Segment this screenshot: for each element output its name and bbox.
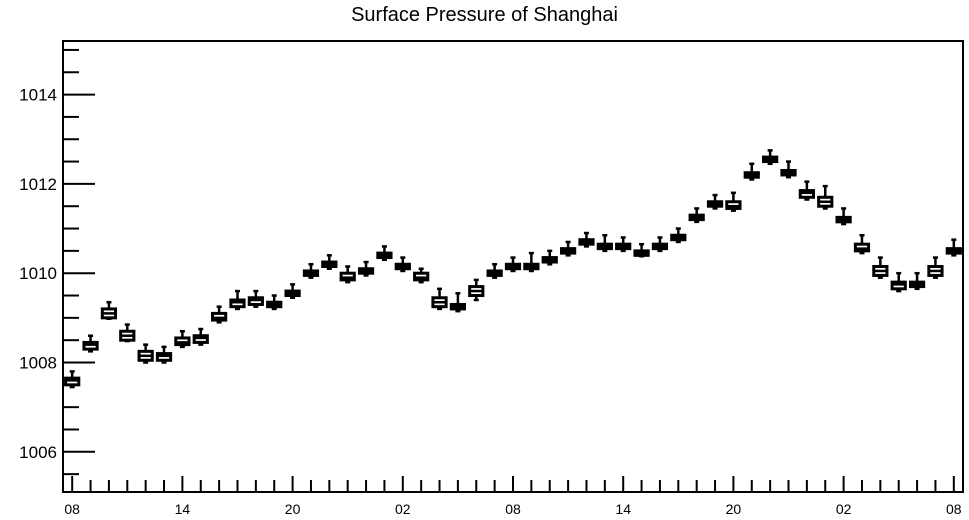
box-33 xyxy=(651,236,669,253)
x-tick-label: 20 xyxy=(285,501,301,517)
box-40 xyxy=(780,160,797,179)
box-42 xyxy=(817,184,834,210)
box-34 xyxy=(670,227,687,244)
box-19 xyxy=(394,256,411,273)
y-tick-label: 1012 xyxy=(19,175,57,194)
box-13 xyxy=(284,283,301,300)
box-8 xyxy=(192,327,209,346)
box-46 xyxy=(890,271,907,293)
box-24 xyxy=(486,263,503,279)
box-32 xyxy=(633,242,650,258)
box-1 xyxy=(64,370,81,389)
box-3 xyxy=(100,300,118,320)
box-5 xyxy=(137,343,154,364)
box-36 xyxy=(706,193,724,210)
box-9 xyxy=(211,305,228,324)
x-tick-label: 20 xyxy=(726,501,742,517)
box-49 xyxy=(945,238,962,257)
box-12 xyxy=(266,294,283,311)
box-25 xyxy=(504,256,522,273)
x-tick-label: 08 xyxy=(946,501,962,517)
x-tick-label: 02 xyxy=(836,501,852,517)
box-29 xyxy=(578,231,595,248)
box-2 xyxy=(82,334,99,353)
y-tick-label: 1010 xyxy=(19,264,57,283)
box-48 xyxy=(927,256,944,279)
box-23 xyxy=(468,278,485,302)
box-31 xyxy=(615,236,632,253)
box-41 xyxy=(798,180,815,201)
box-18 xyxy=(376,245,393,262)
box-14 xyxy=(302,263,320,279)
box-44 xyxy=(853,233,871,255)
box-26 xyxy=(523,251,540,273)
box-39 xyxy=(762,149,779,166)
chart-title: Surface Pressure of Shanghai xyxy=(351,4,618,26)
x-tick-label: 02 xyxy=(395,501,411,517)
x-tick-label: 14 xyxy=(615,501,631,517)
box-15 xyxy=(321,254,338,270)
box-28 xyxy=(559,240,577,257)
box-6 xyxy=(155,345,173,364)
box-17 xyxy=(357,260,375,277)
box-11 xyxy=(247,289,264,308)
x-tick-label: 08 xyxy=(505,501,521,517)
box-21 xyxy=(431,287,448,311)
box-16 xyxy=(339,265,356,284)
y-tick-label: 1006 xyxy=(19,443,57,462)
box-27 xyxy=(541,249,558,266)
box-7 xyxy=(174,329,191,349)
box-38 xyxy=(743,162,760,181)
box-30 xyxy=(596,233,613,253)
y-tick-label: 1008 xyxy=(19,354,57,373)
x-tick-label: 08 xyxy=(64,501,80,517)
y-tick-label: 1014 xyxy=(19,86,57,105)
box-22 xyxy=(449,292,467,313)
x-tick-label: 14 xyxy=(175,501,191,517)
box-20 xyxy=(413,267,430,284)
box-47 xyxy=(908,271,926,291)
box-45 xyxy=(872,256,889,279)
box-35 xyxy=(688,207,705,224)
box-4 xyxy=(119,323,136,343)
box-43 xyxy=(835,207,852,226)
box-37 xyxy=(725,191,742,212)
box-10 xyxy=(229,289,246,311)
